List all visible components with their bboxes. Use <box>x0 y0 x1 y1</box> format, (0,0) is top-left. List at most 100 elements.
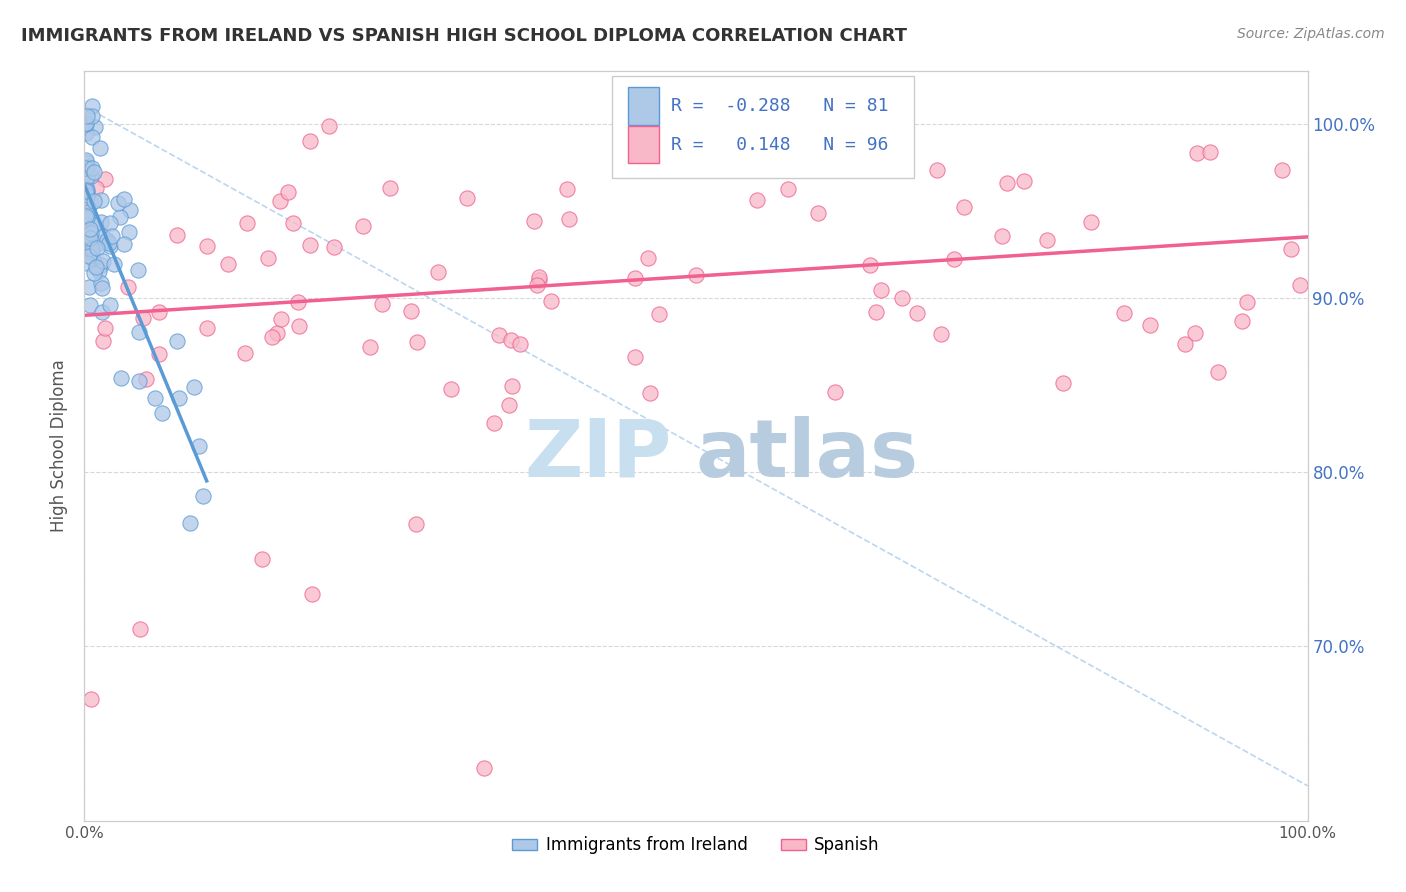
Spanish <box>217 257 239 271</box>
Y-axis label: High School Diploma: High School Diploma <box>51 359 69 533</box>
Immigrants from Ireland <box>90 258 112 272</box>
Immigrants from Ireland <box>75 155 97 169</box>
Spanish <box>359 340 381 354</box>
Immigrants from Ireland <box>127 263 149 277</box>
Spanish <box>148 347 170 361</box>
Immigrants from Ireland <box>128 375 150 389</box>
Spanish <box>236 216 259 230</box>
Immigrants from Ireland <box>82 99 104 113</box>
Spanish <box>1208 365 1230 379</box>
Immigrants from Ireland <box>80 245 103 260</box>
Spanish <box>426 264 449 278</box>
Spanish <box>233 345 256 359</box>
Spanish <box>527 273 550 287</box>
Immigrants from Ireland <box>75 117 97 131</box>
Spanish <box>858 258 880 272</box>
Spanish <box>1279 242 1302 256</box>
Spanish <box>322 240 344 254</box>
Spanish <box>1198 145 1220 160</box>
Immigrants from Ireland <box>120 203 142 218</box>
Spanish <box>269 194 291 209</box>
Immigrants from Ireland <box>187 439 209 453</box>
Spanish <box>440 382 463 396</box>
Immigrants from Ireland <box>82 130 104 145</box>
Spanish <box>1080 215 1102 229</box>
Spanish <box>266 326 288 341</box>
Immigrants from Ireland <box>167 392 190 406</box>
Immigrants from Ireland <box>80 169 103 183</box>
Immigrants from Ireland <box>76 183 98 197</box>
Immigrants from Ireland <box>89 215 111 229</box>
Spanish <box>1114 306 1136 320</box>
Immigrants from Ireland <box>75 227 97 242</box>
Immigrants from Ireland <box>98 298 121 312</box>
Spanish <box>1014 174 1036 188</box>
Spanish <box>747 194 769 208</box>
Spanish <box>287 295 309 310</box>
Immigrants from Ireland <box>77 243 100 257</box>
Immigrants from Ireland <box>118 225 141 239</box>
Immigrants from Ireland <box>79 298 101 312</box>
Spanish <box>195 321 218 335</box>
Spanish <box>557 181 579 195</box>
Immigrants from Ireland <box>79 226 101 240</box>
Spanish <box>380 181 402 195</box>
Immigrants from Ireland <box>75 208 97 222</box>
Immigrants from Ireland <box>97 235 120 250</box>
Immigrants from Ireland <box>80 161 103 176</box>
Immigrants from Ireland <box>76 160 98 174</box>
Spanish <box>540 294 562 309</box>
Immigrants from Ireland <box>79 230 101 244</box>
Spanish <box>262 330 284 344</box>
Immigrants from Ireland <box>90 277 112 291</box>
Immigrants from Ireland <box>83 194 105 208</box>
Spanish <box>488 328 510 343</box>
Spanish <box>824 385 846 400</box>
Spanish <box>148 305 170 319</box>
Immigrants from Ireland <box>112 192 135 206</box>
Immigrants from Ireland <box>79 279 101 293</box>
Spanish <box>1230 313 1253 327</box>
Immigrants from Ireland <box>191 490 214 504</box>
Spanish <box>523 214 546 228</box>
Immigrants from Ireland <box>76 186 98 200</box>
Spanish <box>927 163 949 178</box>
Spanish <box>638 385 661 400</box>
Spanish <box>891 291 914 305</box>
Immigrants from Ireland <box>75 153 97 168</box>
Text: R =  -0.288   N = 81: R = -0.288 N = 81 <box>671 97 889 115</box>
Immigrants from Ireland <box>128 325 150 339</box>
Immigrants from Ireland <box>76 109 98 123</box>
Immigrants from Ireland <box>83 219 105 233</box>
Immigrants from Ireland <box>91 253 114 268</box>
Immigrants from Ireland <box>75 210 97 224</box>
Immigrants from Ireland <box>87 235 110 250</box>
Immigrants from Ireland <box>91 281 114 295</box>
Text: IMMIGRANTS FROM IRELAND VS SPANISH HIGH SCHOOL DIPLOMA CORRELATION CHART: IMMIGRANTS FROM IRELAND VS SPANISH HIGH … <box>21 27 907 45</box>
Immigrants from Ireland <box>75 217 97 231</box>
Spanish <box>456 191 478 205</box>
Immigrants from Ireland <box>84 120 107 135</box>
Spanish <box>405 517 427 532</box>
Immigrants from Ireland <box>90 194 112 208</box>
Spanish <box>270 311 292 326</box>
Spanish <box>250 552 273 566</box>
Immigrants from Ireland <box>75 116 97 130</box>
Spanish <box>1185 146 1208 161</box>
Immigrants from Ireland <box>80 109 103 123</box>
Text: Source: ZipAtlas.com: Source: ZipAtlas.com <box>1237 27 1385 41</box>
Spanish <box>1035 233 1057 247</box>
Spanish <box>195 239 218 253</box>
Immigrants from Ireland <box>183 379 205 393</box>
Immigrants from Ireland <box>75 180 97 194</box>
Spanish <box>502 379 524 393</box>
Text: atlas: atlas <box>696 416 920 493</box>
Spanish <box>1052 376 1074 390</box>
Immigrants from Ireland <box>98 239 121 253</box>
Spanish <box>301 587 323 601</box>
Spanish <box>117 280 139 294</box>
Immigrants from Ireland <box>76 187 98 202</box>
Spanish <box>166 228 188 243</box>
Text: R =   0.148   N = 96: R = 0.148 N = 96 <box>671 136 889 153</box>
Spanish <box>1288 277 1310 292</box>
